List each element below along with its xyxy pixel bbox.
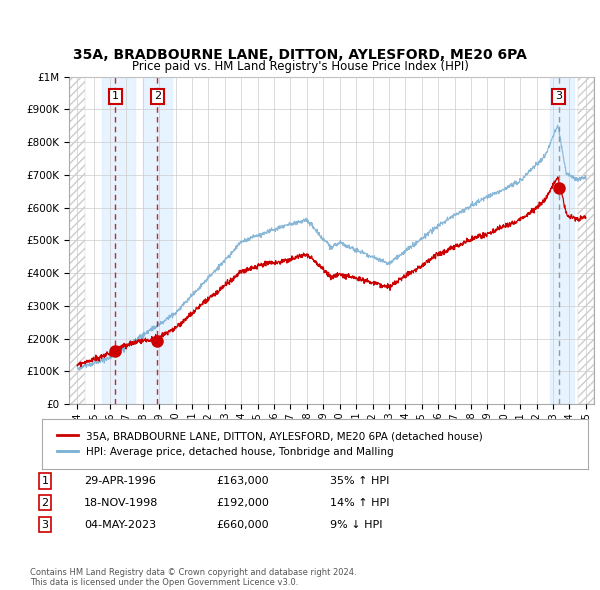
Text: 9% ↓ HPI: 9% ↓ HPI (330, 520, 383, 529)
Text: £660,000: £660,000 (216, 520, 269, 529)
Text: 3: 3 (555, 91, 562, 101)
Text: 18-NOV-1998: 18-NOV-1998 (84, 498, 158, 507)
Bar (578, 77, 594, 404)
Bar (102, 77, 134, 404)
Text: £192,000: £192,000 (216, 498, 269, 507)
Text: Contains HM Land Registry data © Crown copyright and database right 2024.
This d: Contains HM Land Registry data © Crown c… (30, 568, 356, 587)
Bar (550, 77, 574, 404)
Bar (69, 77, 85, 404)
Text: 04-MAY-2023: 04-MAY-2023 (84, 520, 156, 529)
Bar (143, 77, 172, 404)
Text: 1: 1 (112, 91, 119, 101)
Text: 29-APR-1996: 29-APR-1996 (84, 476, 156, 486)
Text: 35A, BRADBOURNE LANE, DITTON, AYLESFORD, ME20 6PA: 35A, BRADBOURNE LANE, DITTON, AYLESFORD,… (73, 48, 527, 63)
Text: 2: 2 (154, 91, 161, 101)
Text: 35% ↑ HPI: 35% ↑ HPI (330, 476, 389, 486)
Text: £163,000: £163,000 (216, 476, 269, 486)
Text: Price paid vs. HM Land Registry's House Price Index (HPI): Price paid vs. HM Land Registry's House … (131, 60, 469, 73)
Text: 2: 2 (41, 498, 49, 507)
Text: 14% ↑ HPI: 14% ↑ HPI (330, 498, 389, 507)
Legend: 35A, BRADBOURNE LANE, DITTON, AYLESFORD, ME20 6PA (detached house), HPI: Average: 35A, BRADBOURNE LANE, DITTON, AYLESFORD,… (53, 427, 487, 461)
Text: 1: 1 (41, 476, 49, 486)
Text: 3: 3 (41, 520, 49, 529)
